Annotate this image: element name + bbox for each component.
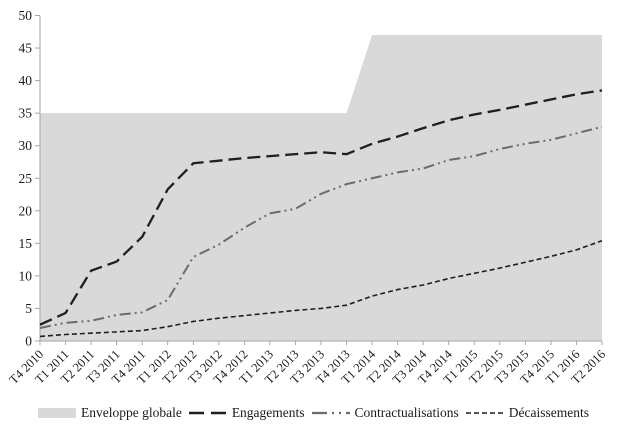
legend-item-decaissements: Décaissements (465, 405, 590, 421)
area-enveloppe-globale (40, 35, 602, 341)
legend-label: Décaissements (508, 405, 590, 420)
legend-label: Contractualisations (354, 405, 459, 420)
y-axis-tick-label: 5 (25, 301, 32, 316)
line-engagements (39, 89, 603, 326)
dash-dot-dot-swatch-icon (311, 411, 350, 415)
y-axis-tick-label: 30 (19, 138, 33, 153)
area-swatch-icon (37, 408, 76, 418)
long-dash-swatch-icon (188, 411, 227, 415)
legend-item-enveloppe-globale: Enveloppe globale (37, 405, 182, 421)
short-dash-swatch-icon (465, 412, 504, 414)
legend-item-engagements: Engagements (188, 405, 305, 421)
chart-legend: Enveloppe globale Engagements Contractua… (0, 405, 627, 421)
y-axis-tick-label: 50 (19, 8, 33, 23)
y-axis-tick-label: 35 (19, 106, 33, 121)
y-axis-tick-label: 20 (19, 203, 33, 218)
y-axis-tick-label: 15 (19, 236, 33, 251)
y-axis-tick-label: 10 (19, 268, 33, 283)
legend-item-contractualisations: Contractualisations (311, 405, 459, 421)
y-axis-tick-label: 0 (25, 334, 32, 349)
y-axis-tick-label: 45 (19, 41, 33, 56)
line-contractualisations (39, 125, 603, 329)
line-d-caissements (39, 239, 603, 338)
legend-label: Enveloppe globale (80, 405, 182, 420)
legend-label: Engagements (231, 405, 305, 420)
y-axis-tick-label: 40 (19, 73, 33, 88)
y-axis-tick-label: 25 (19, 171, 33, 186)
